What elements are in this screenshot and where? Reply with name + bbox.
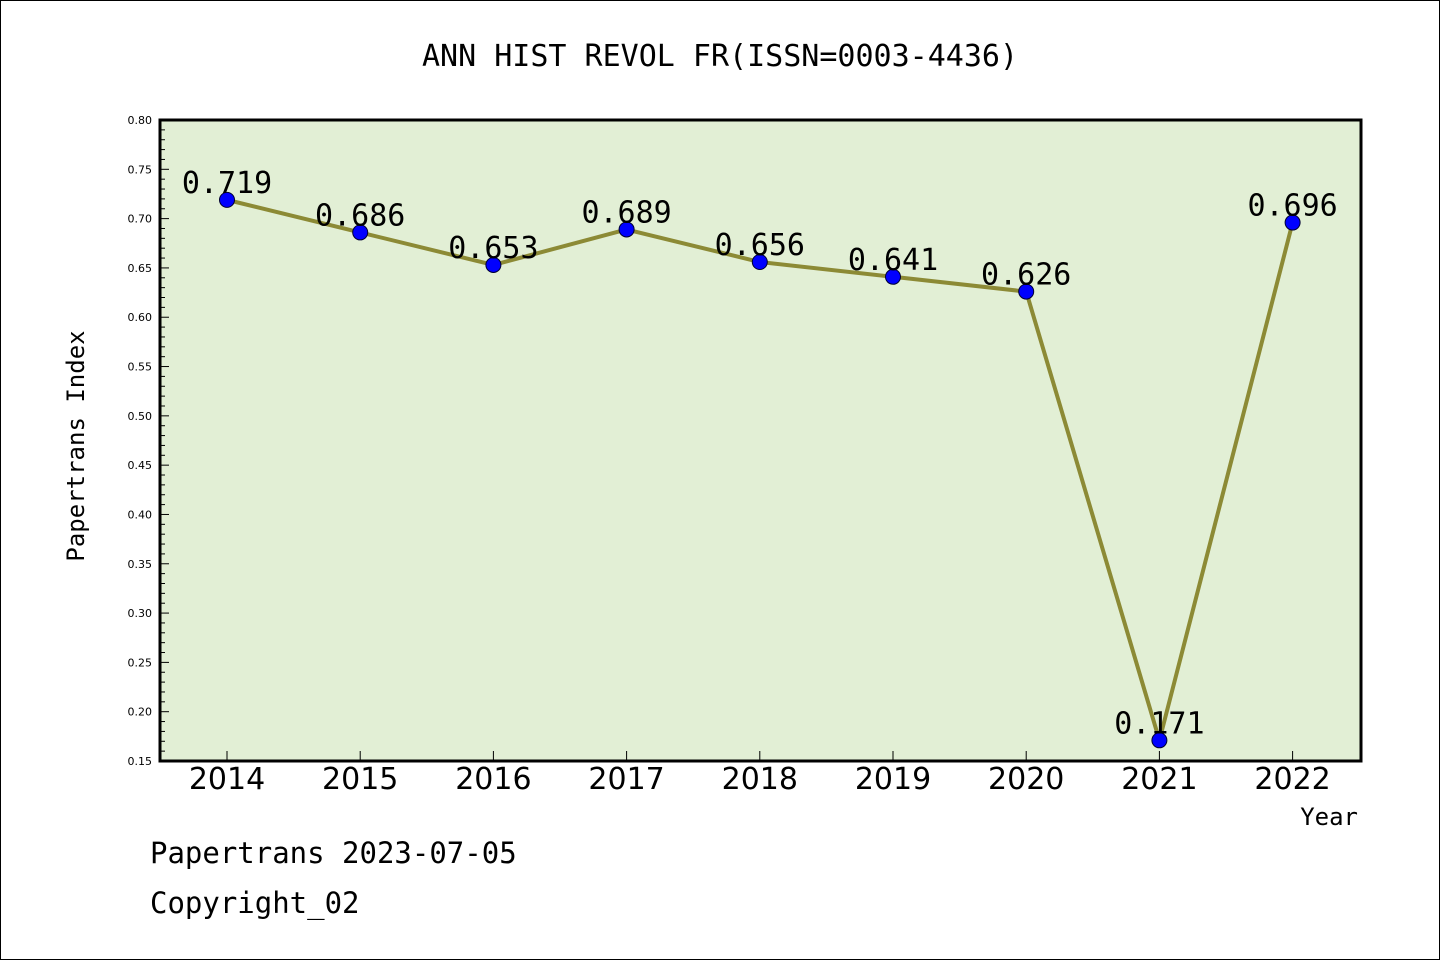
x-axis-title: Year <box>1300 803 1358 831</box>
y-tick-label: 0.75 <box>128 163 153 176</box>
y-tick-label: 0.45 <box>128 459 153 472</box>
data-point-marker <box>352 224 369 241</box>
x-tick-label: 2020 <box>988 762 1064 797</box>
x-tick-label: 2017 <box>588 762 664 797</box>
y-tick-label: 0.50 <box>128 410 153 423</box>
y-tick-label: 0.70 <box>128 213 153 226</box>
x-tick-label: 2015 <box>322 762 398 797</box>
data-label: 0.656 <box>715 228 805 263</box>
data-label: 0.689 <box>581 195 671 230</box>
y-tick-label: 0.80 <box>128 114 153 127</box>
data-label: 0.686 <box>315 198 405 233</box>
data-label: 0.696 <box>1247 189 1337 224</box>
x-tick-label: 2014 <box>189 762 265 797</box>
data-point-marker <box>219 191 235 208</box>
footer-copyright-label: Copyright_02 <box>150 886 360 921</box>
x-tick-label: 2019 <box>855 762 931 797</box>
chart-title: ANN HIST REVOL FR(ISSN=0003-4436) <box>422 39 1018 74</box>
data-label: 0.171 <box>1114 706 1204 741</box>
data-label: 0.626 <box>981 258 1071 293</box>
data-label: 0.641 <box>848 243 938 278</box>
data-label-group: 0.719 0.686 0.653 0.689 0.656 0.641 0.626 0.171… <box>182 166 1338 741</box>
y-tick-label: 0.30 <box>128 607 153 620</box>
y-tick-label: 0.65 <box>128 262 153 275</box>
marker-group <box>219 191 1301 749</box>
data-point-marker <box>1284 214 1301 231</box>
data-point-marker <box>751 254 768 271</box>
y-tick-label: 0.40 <box>128 508 153 521</box>
data-point-marker <box>1018 283 1035 300</box>
x-tick-label: 2021 <box>1121 762 1197 797</box>
x-tick-label: 2016 <box>455 762 531 797</box>
y-tick-label: 0.35 <box>128 558 153 571</box>
x-tick-label: 2018 <box>722 762 798 797</box>
plot-border <box>158 118 1363 763</box>
y-tick-label: 0.55 <box>128 361 153 374</box>
data-point-marker <box>618 221 635 238</box>
data-point-marker <box>1151 732 1168 749</box>
y-tick-label: 0.25 <box>128 656 153 669</box>
x-axis: 2014 2015 2016 2017 2018 2019 2020 2021 2022 <box>189 751 1331 797</box>
x-tick-label: 2022 <box>1254 762 1330 797</box>
y-axis-title: Papertrans Index <box>62 330 90 561</box>
data-label: 0.719 <box>182 166 272 201</box>
y-tick-label: 0.20 <box>128 706 153 719</box>
y-tick-label: 0.60 <box>128 311 153 324</box>
footer-date-label: Papertrans 2023-07-05 <box>150 836 517 870</box>
y-axis: 0.15 0.20 0.25 0.30 0.35 0.40 0.45 0.50 0.55 0.60… <box>128 114 169 768</box>
y-tick-label: 0.15 <box>128 755 153 768</box>
data-point-marker <box>885 268 901 285</box>
data-point-marker <box>485 256 502 273</box>
data-label: 0.653 <box>448 231 538 266</box>
